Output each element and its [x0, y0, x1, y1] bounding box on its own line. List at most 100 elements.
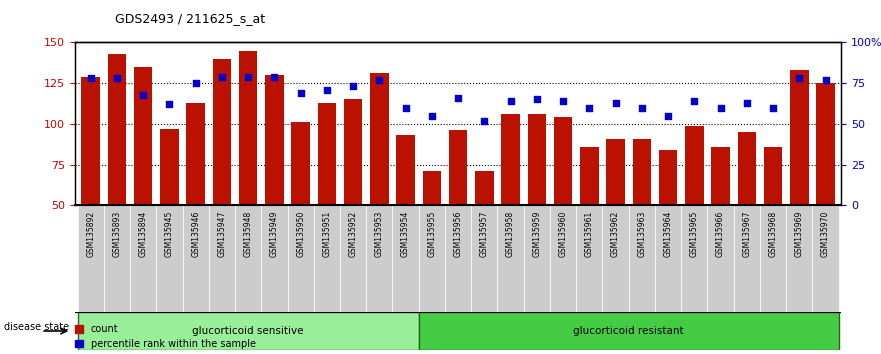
- Bar: [134, 67, 152, 205]
- Bar: [318, 103, 336, 205]
- Point: [818, 77, 833, 83]
- Bar: [629, 205, 655, 312]
- Bar: [265, 75, 284, 205]
- Bar: [160, 129, 179, 205]
- Bar: [812, 205, 839, 312]
- Bar: [681, 205, 707, 312]
- Point: [373, 77, 387, 83]
- Point: [398, 105, 412, 110]
- Text: GSM135953: GSM135953: [375, 211, 384, 257]
- Text: GSM135961: GSM135961: [585, 211, 594, 257]
- Bar: [603, 205, 629, 312]
- Point: [451, 95, 465, 101]
- Text: GSM135957: GSM135957: [480, 211, 489, 257]
- Bar: [445, 205, 471, 312]
- Bar: [78, 312, 418, 350]
- Point: [687, 98, 701, 104]
- Text: GSM135969: GSM135969: [795, 211, 803, 257]
- Bar: [287, 205, 314, 312]
- Bar: [817, 83, 835, 205]
- Bar: [707, 205, 734, 312]
- Bar: [423, 171, 441, 205]
- Point: [556, 98, 570, 104]
- Text: GSM135892: GSM135892: [86, 211, 95, 257]
- Point: [215, 74, 229, 80]
- Text: GSM135966: GSM135966: [716, 211, 725, 257]
- Bar: [182, 205, 209, 312]
- Bar: [239, 51, 257, 205]
- Bar: [737, 132, 756, 205]
- Text: GSM135965: GSM135965: [690, 211, 699, 257]
- Text: GSM135967: GSM135967: [743, 211, 751, 257]
- Point: [582, 105, 596, 110]
- Bar: [576, 205, 603, 312]
- Bar: [760, 205, 786, 312]
- Text: GSM135893: GSM135893: [113, 211, 122, 257]
- Text: GSM135947: GSM135947: [218, 211, 226, 257]
- Bar: [606, 138, 625, 205]
- Bar: [370, 73, 389, 205]
- Bar: [396, 135, 415, 205]
- Text: GSM135951: GSM135951: [322, 211, 331, 257]
- Bar: [734, 205, 760, 312]
- Bar: [581, 147, 598, 205]
- Bar: [659, 150, 677, 205]
- Bar: [344, 99, 362, 205]
- Text: GSM135946: GSM135946: [191, 211, 200, 257]
- Text: GSM135968: GSM135968: [768, 211, 778, 257]
- Text: GSM135970: GSM135970: [821, 211, 830, 257]
- Point: [320, 87, 334, 92]
- Legend: count, percentile rank within the sample: count, percentile rank within the sample: [76, 324, 255, 349]
- Bar: [685, 126, 704, 205]
- Text: GSM135955: GSM135955: [427, 211, 436, 257]
- Text: GSM135952: GSM135952: [349, 211, 358, 257]
- Bar: [475, 171, 493, 205]
- Bar: [550, 205, 576, 312]
- Bar: [501, 114, 520, 205]
- Bar: [554, 118, 573, 205]
- Bar: [471, 205, 498, 312]
- Point: [714, 105, 728, 110]
- Point: [504, 98, 518, 104]
- Bar: [107, 54, 126, 205]
- Bar: [130, 205, 156, 312]
- Text: GSM135954: GSM135954: [401, 211, 411, 257]
- Point: [635, 105, 649, 110]
- Bar: [790, 70, 809, 205]
- Point: [110, 75, 124, 81]
- Text: GSM135960: GSM135960: [559, 211, 567, 257]
- Bar: [633, 138, 651, 205]
- Point: [609, 100, 623, 105]
- Bar: [212, 59, 231, 205]
- Bar: [449, 130, 467, 205]
- Bar: [418, 312, 839, 350]
- Bar: [81, 77, 100, 205]
- Bar: [528, 114, 546, 205]
- Point: [661, 113, 675, 119]
- Point: [425, 113, 439, 119]
- Bar: [712, 147, 729, 205]
- Point: [293, 90, 307, 96]
- Point: [792, 75, 806, 81]
- Point: [346, 84, 360, 89]
- Text: glucorticoid sensitive: glucorticoid sensitive: [192, 326, 304, 336]
- Bar: [209, 205, 235, 312]
- Bar: [340, 205, 366, 312]
- Bar: [156, 205, 182, 312]
- Bar: [314, 205, 340, 312]
- Text: GSM135962: GSM135962: [611, 211, 620, 257]
- Point: [267, 74, 281, 80]
- Text: GSM135958: GSM135958: [506, 211, 515, 257]
- Point: [189, 80, 203, 86]
- Text: GSM135964: GSM135964: [663, 211, 672, 257]
- Text: GSM135894: GSM135894: [138, 211, 148, 257]
- Bar: [292, 122, 310, 205]
- Text: GDS2493 / 211625_s_at: GDS2493 / 211625_s_at: [115, 12, 264, 25]
- Text: GSM135963: GSM135963: [637, 211, 647, 257]
- Point: [241, 74, 255, 80]
- Bar: [786, 205, 812, 312]
- Text: GSM135950: GSM135950: [296, 211, 305, 257]
- Bar: [104, 205, 130, 312]
- Bar: [523, 205, 550, 312]
- Point: [766, 105, 781, 110]
